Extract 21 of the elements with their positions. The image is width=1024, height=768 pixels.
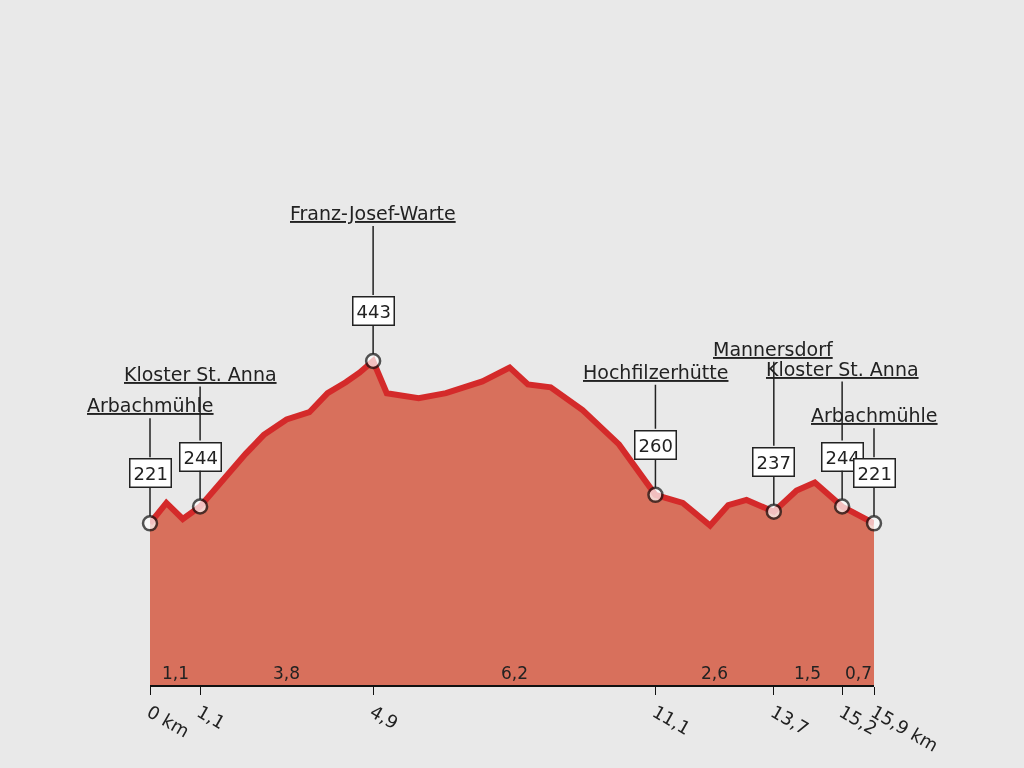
x-tick-label: 4,9: [366, 700, 402, 734]
annotation: Mannersdorf: [713, 338, 835, 360]
data-label: 443: [356, 300, 391, 322]
x-tick-label: 11,1: [648, 700, 695, 739]
annotation: Hochfilzerhütte: [583, 361, 729, 383]
data-label: 260: [638, 434, 673, 456]
annotation: 0,7: [845, 663, 873, 683]
data-label: 221: [857, 462, 892, 484]
x-tick-label: 1,1: [193, 700, 229, 734]
annotation: 3,8: [273, 663, 301, 683]
annotation: Franz-Josef-Warte: [290, 202, 456, 224]
annotation: 1,5: [794, 663, 822, 683]
annotation: 1,1: [162, 663, 190, 683]
data-label: 221: [133, 462, 168, 484]
data-label: 237: [756, 451, 791, 473]
annotation: 6,2: [501, 663, 529, 683]
data-label: 244: [183, 446, 218, 468]
x-tick-label: 13,7: [767, 700, 813, 739]
annotation: 2,6: [701, 663, 729, 683]
annotation: Kloster St. Anna: [124, 363, 277, 385]
x-tick-label: 0 km: [143, 700, 194, 742]
